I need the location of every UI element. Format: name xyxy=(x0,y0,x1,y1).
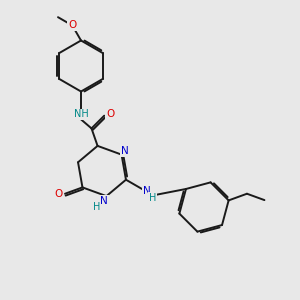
Text: O: O xyxy=(106,109,114,119)
Text: N: N xyxy=(100,196,108,206)
Text: H: H xyxy=(93,202,100,212)
Text: O: O xyxy=(54,189,62,199)
Text: N: N xyxy=(142,186,150,196)
Text: NH: NH xyxy=(74,109,88,119)
Text: N: N xyxy=(121,146,128,156)
Text: H: H xyxy=(149,193,156,203)
Text: O: O xyxy=(68,20,76,30)
